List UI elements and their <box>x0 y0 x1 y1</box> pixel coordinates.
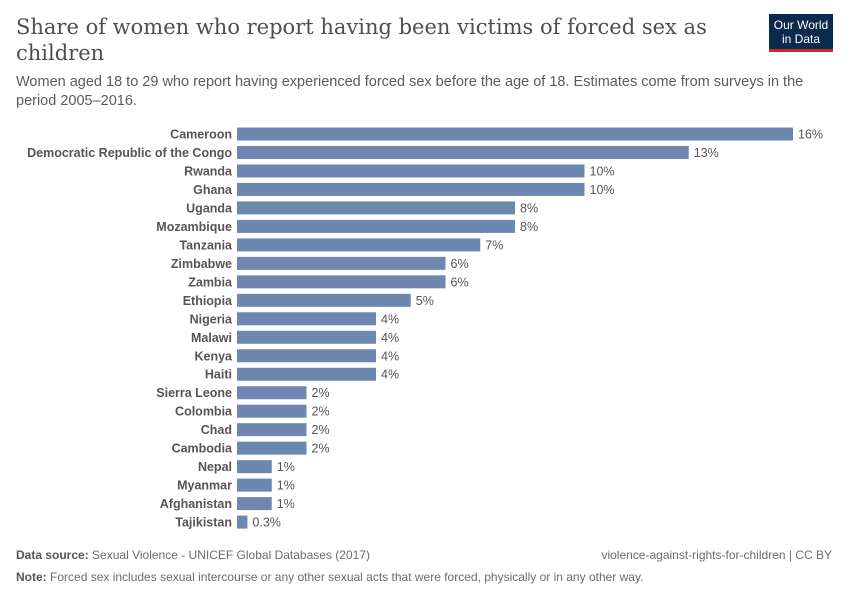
category-label: Cameroon <box>170 128 232 142</box>
bar[interactable] <box>237 238 481 252</box>
bar[interactable] <box>237 460 272 474</box>
bar[interactable] <box>237 423 307 437</box>
bar[interactable] <box>237 330 376 344</box>
bar[interactable] <box>237 182 585 196</box>
bar[interactable] <box>237 349 376 363</box>
value-label: 1% <box>277 460 295 474</box>
chart-title: Share of women who report having been vi… <box>16 15 707 65</box>
category-label: Myanmar <box>177 479 232 493</box>
bar[interactable] <box>237 367 376 381</box>
value-label: 4% <box>381 312 399 326</box>
value-label: 10% <box>590 183 615 197</box>
value-label: 0.3% <box>252 516 280 530</box>
chart-subtitle: Women aged 18 to 29 who report having ex… <box>16 74 804 109</box>
value-label: 2% <box>312 386 330 400</box>
category-label: Afghanistan <box>160 497 232 511</box>
value-label: 2% <box>312 442 330 456</box>
bar[interactable] <box>237 145 689 159</box>
bar[interactable] <box>237 256 446 270</box>
category-label: Haiti <box>205 368 232 382</box>
bar[interactable] <box>237 275 446 289</box>
category-label: Democratic Republic of the Congo <box>27 146 232 160</box>
value-label: 4% <box>381 368 399 382</box>
source-link[interactable]: Sexual Violence - UNICEF Global Database… <box>92 548 370 562</box>
bar[interactable] <box>237 478 272 492</box>
category-label: Sierra Leone <box>156 386 232 400</box>
value-label: 5% <box>416 294 434 308</box>
value-label: 16% <box>798 128 823 142</box>
bar[interactable] <box>237 127 793 141</box>
value-label: 13% <box>694 146 719 160</box>
value-label: 6% <box>451 275 469 289</box>
value-label: 2% <box>312 405 330 419</box>
value-label: 4% <box>381 331 399 345</box>
category-label: Rwanda <box>184 164 233 178</box>
owid-logo[interactable]: Our World in Data <box>769 14 833 52</box>
value-label: 1% <box>277 497 295 511</box>
bar-chart: Cameroon 16% Democratic Republic of the Co… <box>27 127 823 530</box>
bar[interactable] <box>237 515 248 529</box>
value-label: 4% <box>381 349 399 363</box>
category-label: Mozambique <box>156 220 232 234</box>
category-label: Nigeria <box>190 312 233 326</box>
value-label: 8% <box>520 201 538 215</box>
category-label: Zimbabwe <box>171 257 232 271</box>
value-label: 1% <box>277 479 295 493</box>
bar[interactable] <box>237 312 376 326</box>
value-label: 8% <box>520 220 538 234</box>
value-label: 10% <box>590 164 615 178</box>
value-label: 6% <box>451 257 469 271</box>
category-label: Malawi <box>191 331 232 345</box>
chart-slug[interactable]: violence-against-rights-for-children | C… <box>601 548 832 562</box>
category-label: Zambia <box>188 275 233 289</box>
bar[interactable] <box>237 293 411 307</box>
category-label: Colombia <box>175 405 233 419</box>
bar[interactable] <box>237 497 272 511</box>
category-label: Nepal <box>198 460 232 474</box>
data-source: Data source: Sexual Violence - UNICEF Gl… <box>16 548 370 562</box>
bar[interactable] <box>237 201 515 215</box>
value-label: 7% <box>485 238 503 252</box>
category-label: Tanzania <box>179 238 233 252</box>
bar[interactable] <box>237 219 515 233</box>
category-label: Cambodia <box>172 442 233 456</box>
category-label: Tajikistan <box>175 516 232 530</box>
value-label: 2% <box>312 423 330 437</box>
bar[interactable] <box>237 441 307 455</box>
category-label: Chad <box>201 423 232 437</box>
note: Note: Forced sex includes sexual interco… <box>16 570 644 584</box>
bar[interactable] <box>237 386 307 400</box>
bar[interactable] <box>237 404 307 418</box>
bar[interactable] <box>237 164 585 178</box>
category-label: Uganda <box>186 201 233 215</box>
category-label: Ghana <box>193 183 233 197</box>
category-label: Ethiopia <box>183 294 233 308</box>
category-label: Kenya <box>194 349 233 363</box>
